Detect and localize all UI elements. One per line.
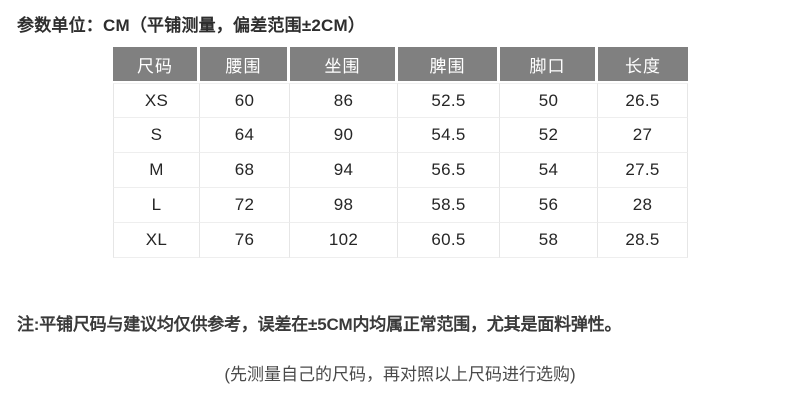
table-row: XL 76 102 60.5 58 28.5: [113, 223, 688, 258]
cell-length: 28.5: [598, 223, 688, 258]
cell-thigh: 52.5: [398, 83, 500, 118]
column-header-length: 长度: [598, 47, 688, 83]
cell-waist: 68: [200, 153, 290, 188]
cell-size: M: [113, 153, 200, 188]
cell-waist: 72: [200, 188, 290, 223]
table-row: XS 60 86 52.5 50 26.5: [113, 83, 688, 118]
column-header-waist: 腰围: [200, 47, 290, 83]
cell-waist: 76: [200, 223, 290, 258]
cell-waist: 60: [200, 83, 290, 118]
cell-hem: 54: [500, 153, 598, 188]
cell-waist: 64: [200, 118, 290, 153]
cell-length: 28: [598, 188, 688, 223]
column-header-hem: 脚口: [500, 47, 598, 83]
table-body: XS 60 86 52.5 50 26.5 S 64 90 54.5 52 27…: [113, 83, 688, 258]
cell-length: 27: [598, 118, 688, 153]
column-header-thigh: 脾围: [398, 47, 500, 83]
measurement-disclaimer-note: 注:平铺尺码与建议均仅供参考，误差在±5CM内均属正常范围，尤其是面料弹性。: [17, 315, 622, 334]
page-title: 参数单位：CM（平铺测量，偏差范围±2CM）: [17, 16, 366, 35]
cell-thigh: 58.5: [398, 188, 500, 223]
cell-thigh: 60.5: [398, 223, 500, 258]
cell-size: L: [113, 188, 200, 223]
cell-hem: 50: [500, 83, 598, 118]
cell-seat: 90: [290, 118, 398, 153]
cell-seat: 98: [290, 188, 398, 223]
cell-seat: 86: [290, 83, 398, 118]
cell-length: 27.5: [598, 153, 688, 188]
measurement-instruction-note: (先测量自己的尺码，再对照以上尺码进行选购): [224, 365, 576, 384]
cell-thigh: 56.5: [398, 153, 500, 188]
cell-size: XS: [113, 83, 200, 118]
size-chart-table: 尺码 腰围 坐围 脾围 脚口 长度 XS 60 86 52.5 50 26.5 …: [113, 47, 688, 258]
table-header: 尺码 腰围 坐围 脾围 脚口 长度: [113, 47, 688, 83]
table-header-row: 尺码 腰围 坐围 脾围 脚口 长度: [113, 47, 688, 83]
cell-size: S: [113, 118, 200, 153]
table-row: L 72 98 58.5 56 28: [113, 188, 688, 223]
cell-hem: 52: [500, 118, 598, 153]
table-row: M 68 94 56.5 54 27.5: [113, 153, 688, 188]
cell-seat: 94: [290, 153, 398, 188]
cell-seat: 102: [290, 223, 398, 258]
cell-hem: 56: [500, 188, 598, 223]
column-header-seat: 坐围: [290, 47, 398, 83]
column-header-size: 尺码: [113, 47, 200, 83]
cell-thigh: 54.5: [398, 118, 500, 153]
cell-hem: 58: [500, 223, 598, 258]
cell-size: XL: [113, 223, 200, 258]
table-row: S 64 90 54.5 52 27: [113, 118, 688, 153]
cell-length: 26.5: [598, 83, 688, 118]
